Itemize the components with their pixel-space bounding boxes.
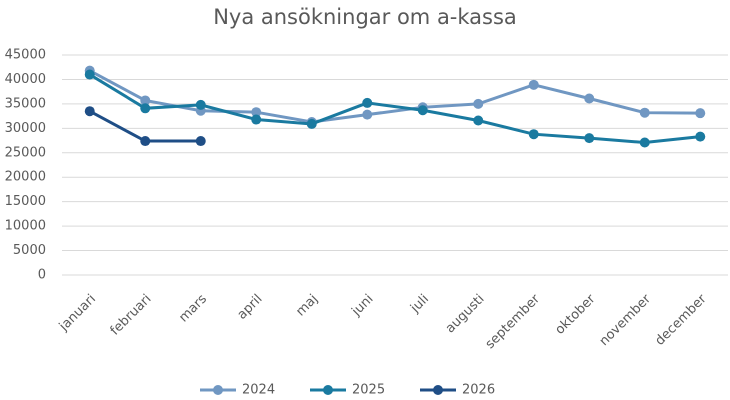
y-tick-label: 30000: [5, 121, 46, 136]
legend-label: 2026: [462, 383, 495, 398]
data-point: [528, 79, 539, 90]
legend-marker: [213, 385, 223, 395]
x-tick-label: juni: [348, 292, 376, 320]
x-tick-label: augusti: [443, 292, 488, 337]
legend-label: 2025: [352, 383, 385, 398]
x-tick-label: januari: [56, 292, 99, 335]
legend-label: 2024: [242, 383, 275, 398]
data-point: [195, 99, 206, 110]
series-line: [89, 69, 701, 124]
y-tick-label: 45000: [5, 48, 46, 63]
legend-marker: [323, 385, 333, 395]
data-point: [140, 103, 151, 114]
data-point: [584, 133, 595, 144]
y-tick-label: 0: [38, 268, 46, 283]
data-point: [140, 136, 151, 147]
x-tick-label: september: [483, 291, 544, 352]
data-point: [251, 114, 262, 125]
data-point: [695, 131, 706, 142]
data-point: [84, 106, 95, 117]
y-tick-label: 40000: [5, 72, 46, 87]
data-point: [639, 107, 650, 118]
data-point: [140, 95, 151, 106]
x-tick-label: oktober: [552, 291, 599, 338]
data-point: [417, 105, 428, 116]
y-tick-label: 25000: [5, 145, 46, 160]
y-tick-label: 20000: [5, 170, 46, 185]
legend-marker: [433, 385, 443, 395]
x-tick-label: november: [597, 291, 655, 349]
data-point: [584, 93, 595, 104]
y-tick-label: 5000: [13, 243, 46, 258]
x-tick-label: juli: [407, 292, 432, 317]
x-tick-label: december: [653, 291, 710, 348]
y-tick-label: 15000: [5, 194, 46, 209]
chart-title: Nya ansökningar om a-kassa: [213, 5, 517, 29]
data-point: [362, 97, 373, 108]
data-point: [639, 137, 650, 148]
data-point: [473, 115, 484, 126]
series-line: [88, 73, 701, 145]
y-tick-label: 35000: [5, 96, 46, 111]
data-point: [84, 69, 95, 80]
data-point: [251, 107, 262, 118]
x-tick-label: april: [235, 292, 266, 323]
data-point: [473, 98, 484, 109]
data-point: [362, 109, 373, 120]
y-tick-label: 10000: [5, 219, 46, 234]
data-point: [195, 136, 206, 147]
x-tick-label: mars: [176, 292, 210, 326]
x-tick-label: maj: [293, 292, 321, 320]
data-point: [306, 118, 317, 129]
x-tick-label: februari: [108, 292, 155, 339]
data-point: [528, 129, 539, 140]
data-point: [695, 108, 706, 119]
